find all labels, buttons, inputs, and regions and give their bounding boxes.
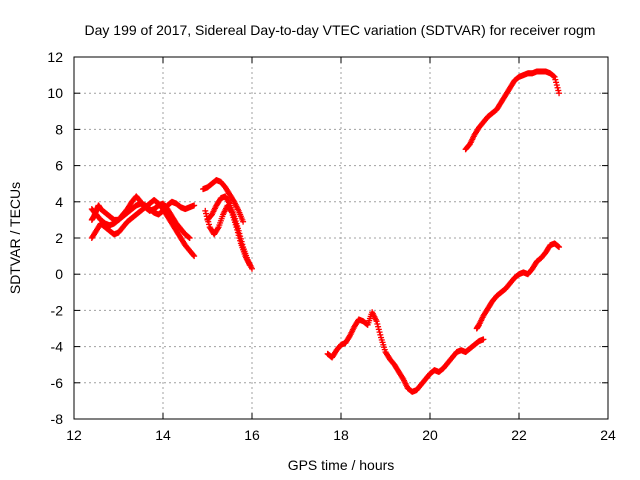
data-point <box>480 336 487 343</box>
data-point <box>236 235 243 241</box>
y-tick-label: 6 <box>55 158 63 174</box>
y-tick-labels: -8 -6 -4 -2 0 2 4 6 8 10 12 <box>47 49 63 427</box>
data-point <box>205 221 212 228</box>
y-tick-label: 10 <box>47 85 63 101</box>
data-point <box>377 331 384 338</box>
data-point <box>240 218 247 225</box>
data-point <box>551 73 558 80</box>
x-tick-label: 22 <box>511 427 527 443</box>
grid-lines <box>74 57 608 419</box>
data-point <box>204 215 211 222</box>
data-point <box>373 318 380 325</box>
data-point <box>376 329 383 336</box>
y-tick-label: -8 <box>51 411 64 427</box>
data-point <box>202 207 209 214</box>
data-point <box>235 232 242 239</box>
x-axis-label: GPS time / hours <box>288 457 395 473</box>
y-tick-label: 12 <box>47 49 63 65</box>
x-tick-label: 14 <box>155 427 171 443</box>
data-point <box>203 213 210 220</box>
y-tick-label: -2 <box>51 302 64 318</box>
x-tick-label: 24 <box>600 427 616 443</box>
data-point <box>203 210 210 217</box>
data-point <box>555 87 562 94</box>
data-point <box>191 202 198 209</box>
data-point <box>552 76 559 83</box>
data-point <box>228 208 235 215</box>
data-point <box>234 229 241 236</box>
data-point <box>214 225 221 232</box>
data-point <box>234 226 241 233</box>
y-axis-label: SDTVAR / TECUs <box>7 182 23 294</box>
data-point <box>374 320 381 327</box>
data-point <box>556 244 563 251</box>
x-tick-labels: 12 14 16 18 20 22 24 <box>66 427 616 443</box>
y-tick-label: 2 <box>55 230 63 246</box>
data-point <box>246 262 253 269</box>
data-point <box>554 84 561 91</box>
data-point <box>553 79 560 86</box>
data-point <box>556 90 563 97</box>
data-point <box>226 199 233 206</box>
y-tick-label: 4 <box>55 194 63 210</box>
data-point <box>553 82 560 89</box>
data-points <box>88 68 563 395</box>
data-point <box>249 265 255 272</box>
data-point <box>375 326 382 333</box>
data-point <box>186 235 193 241</box>
data-point <box>237 237 244 244</box>
data-point <box>205 218 212 225</box>
data-point <box>375 323 382 330</box>
y-tick-label: -4 <box>51 339 64 355</box>
plot-frame <box>73 56 609 420</box>
x-tick-label: 16 <box>244 427 260 443</box>
data-point <box>191 253 198 260</box>
y-tick-label: 8 <box>55 121 63 137</box>
data-point <box>233 224 240 231</box>
x-tick-label: 12 <box>66 427 82 443</box>
data-point <box>190 252 197 259</box>
x-tick-label: 18 <box>333 427 349 443</box>
y-tick-label: -6 <box>51 375 64 391</box>
x-tick-label: 20 <box>422 427 438 443</box>
chart-title: Day 199 of 2017, Sidereal Day-to-day VTE… <box>85 22 596 38</box>
y-tick-label: 0 <box>55 266 63 282</box>
